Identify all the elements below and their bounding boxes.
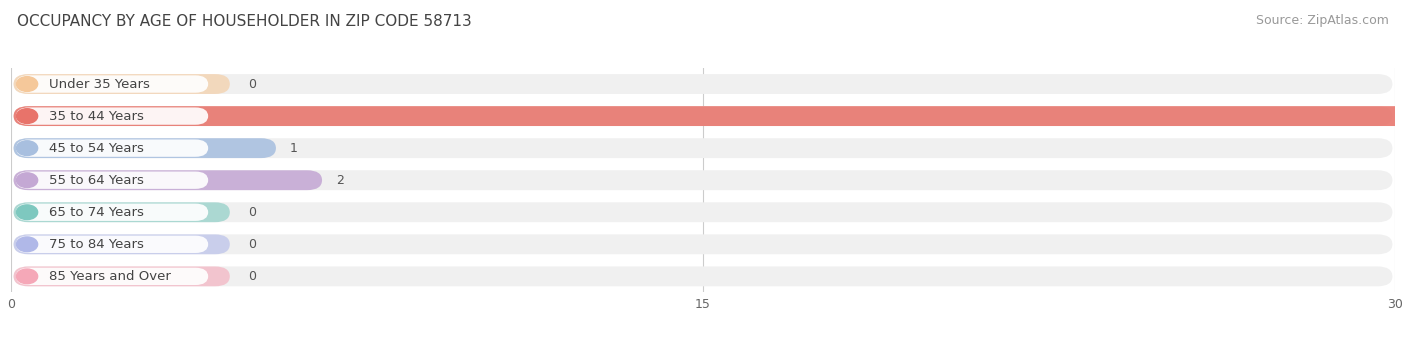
- Text: Source: ZipAtlas.com: Source: ZipAtlas.com: [1256, 14, 1389, 27]
- FancyBboxPatch shape: [14, 234, 1392, 254]
- Text: 35 to 44 Years: 35 to 44 Years: [49, 109, 143, 123]
- FancyBboxPatch shape: [15, 107, 208, 125]
- FancyBboxPatch shape: [14, 202, 229, 222]
- FancyBboxPatch shape: [14, 138, 276, 158]
- Text: 0: 0: [249, 270, 256, 283]
- Text: OCCUPANCY BY AGE OF HOUSEHOLDER IN ZIP CODE 58713: OCCUPANCY BY AGE OF HOUSEHOLDER IN ZIP C…: [17, 14, 471, 29]
- FancyBboxPatch shape: [15, 236, 208, 253]
- FancyBboxPatch shape: [14, 234, 229, 254]
- Text: 0: 0: [249, 78, 256, 90]
- Text: 0: 0: [249, 206, 256, 219]
- FancyBboxPatch shape: [15, 204, 208, 221]
- FancyBboxPatch shape: [15, 139, 208, 157]
- Text: 85 Years and Over: 85 Years and Over: [49, 270, 170, 283]
- FancyBboxPatch shape: [15, 268, 208, 285]
- Text: 0: 0: [249, 238, 256, 251]
- FancyBboxPatch shape: [14, 170, 322, 190]
- FancyBboxPatch shape: [14, 74, 229, 94]
- FancyBboxPatch shape: [14, 170, 1392, 190]
- Text: Under 35 Years: Under 35 Years: [49, 78, 149, 90]
- FancyBboxPatch shape: [14, 138, 1392, 158]
- Text: 55 to 64 Years: 55 to 64 Years: [49, 174, 143, 187]
- FancyBboxPatch shape: [14, 106, 1406, 126]
- Circle shape: [17, 269, 38, 284]
- Circle shape: [17, 77, 38, 91]
- Circle shape: [17, 205, 38, 220]
- Circle shape: [17, 109, 38, 123]
- FancyBboxPatch shape: [14, 267, 229, 286]
- Text: 2: 2: [336, 174, 344, 187]
- FancyBboxPatch shape: [14, 106, 1392, 126]
- FancyBboxPatch shape: [14, 267, 1392, 286]
- Text: 1: 1: [290, 142, 298, 155]
- Circle shape: [17, 141, 38, 155]
- Circle shape: [17, 173, 38, 188]
- Circle shape: [17, 237, 38, 252]
- FancyBboxPatch shape: [15, 75, 208, 93]
- FancyBboxPatch shape: [15, 172, 208, 189]
- Text: 45 to 54 Years: 45 to 54 Years: [49, 142, 143, 155]
- Text: 65 to 74 Years: 65 to 74 Years: [49, 206, 143, 219]
- Text: 75 to 84 Years: 75 to 84 Years: [49, 238, 143, 251]
- FancyBboxPatch shape: [14, 202, 1392, 222]
- FancyBboxPatch shape: [14, 74, 1392, 94]
